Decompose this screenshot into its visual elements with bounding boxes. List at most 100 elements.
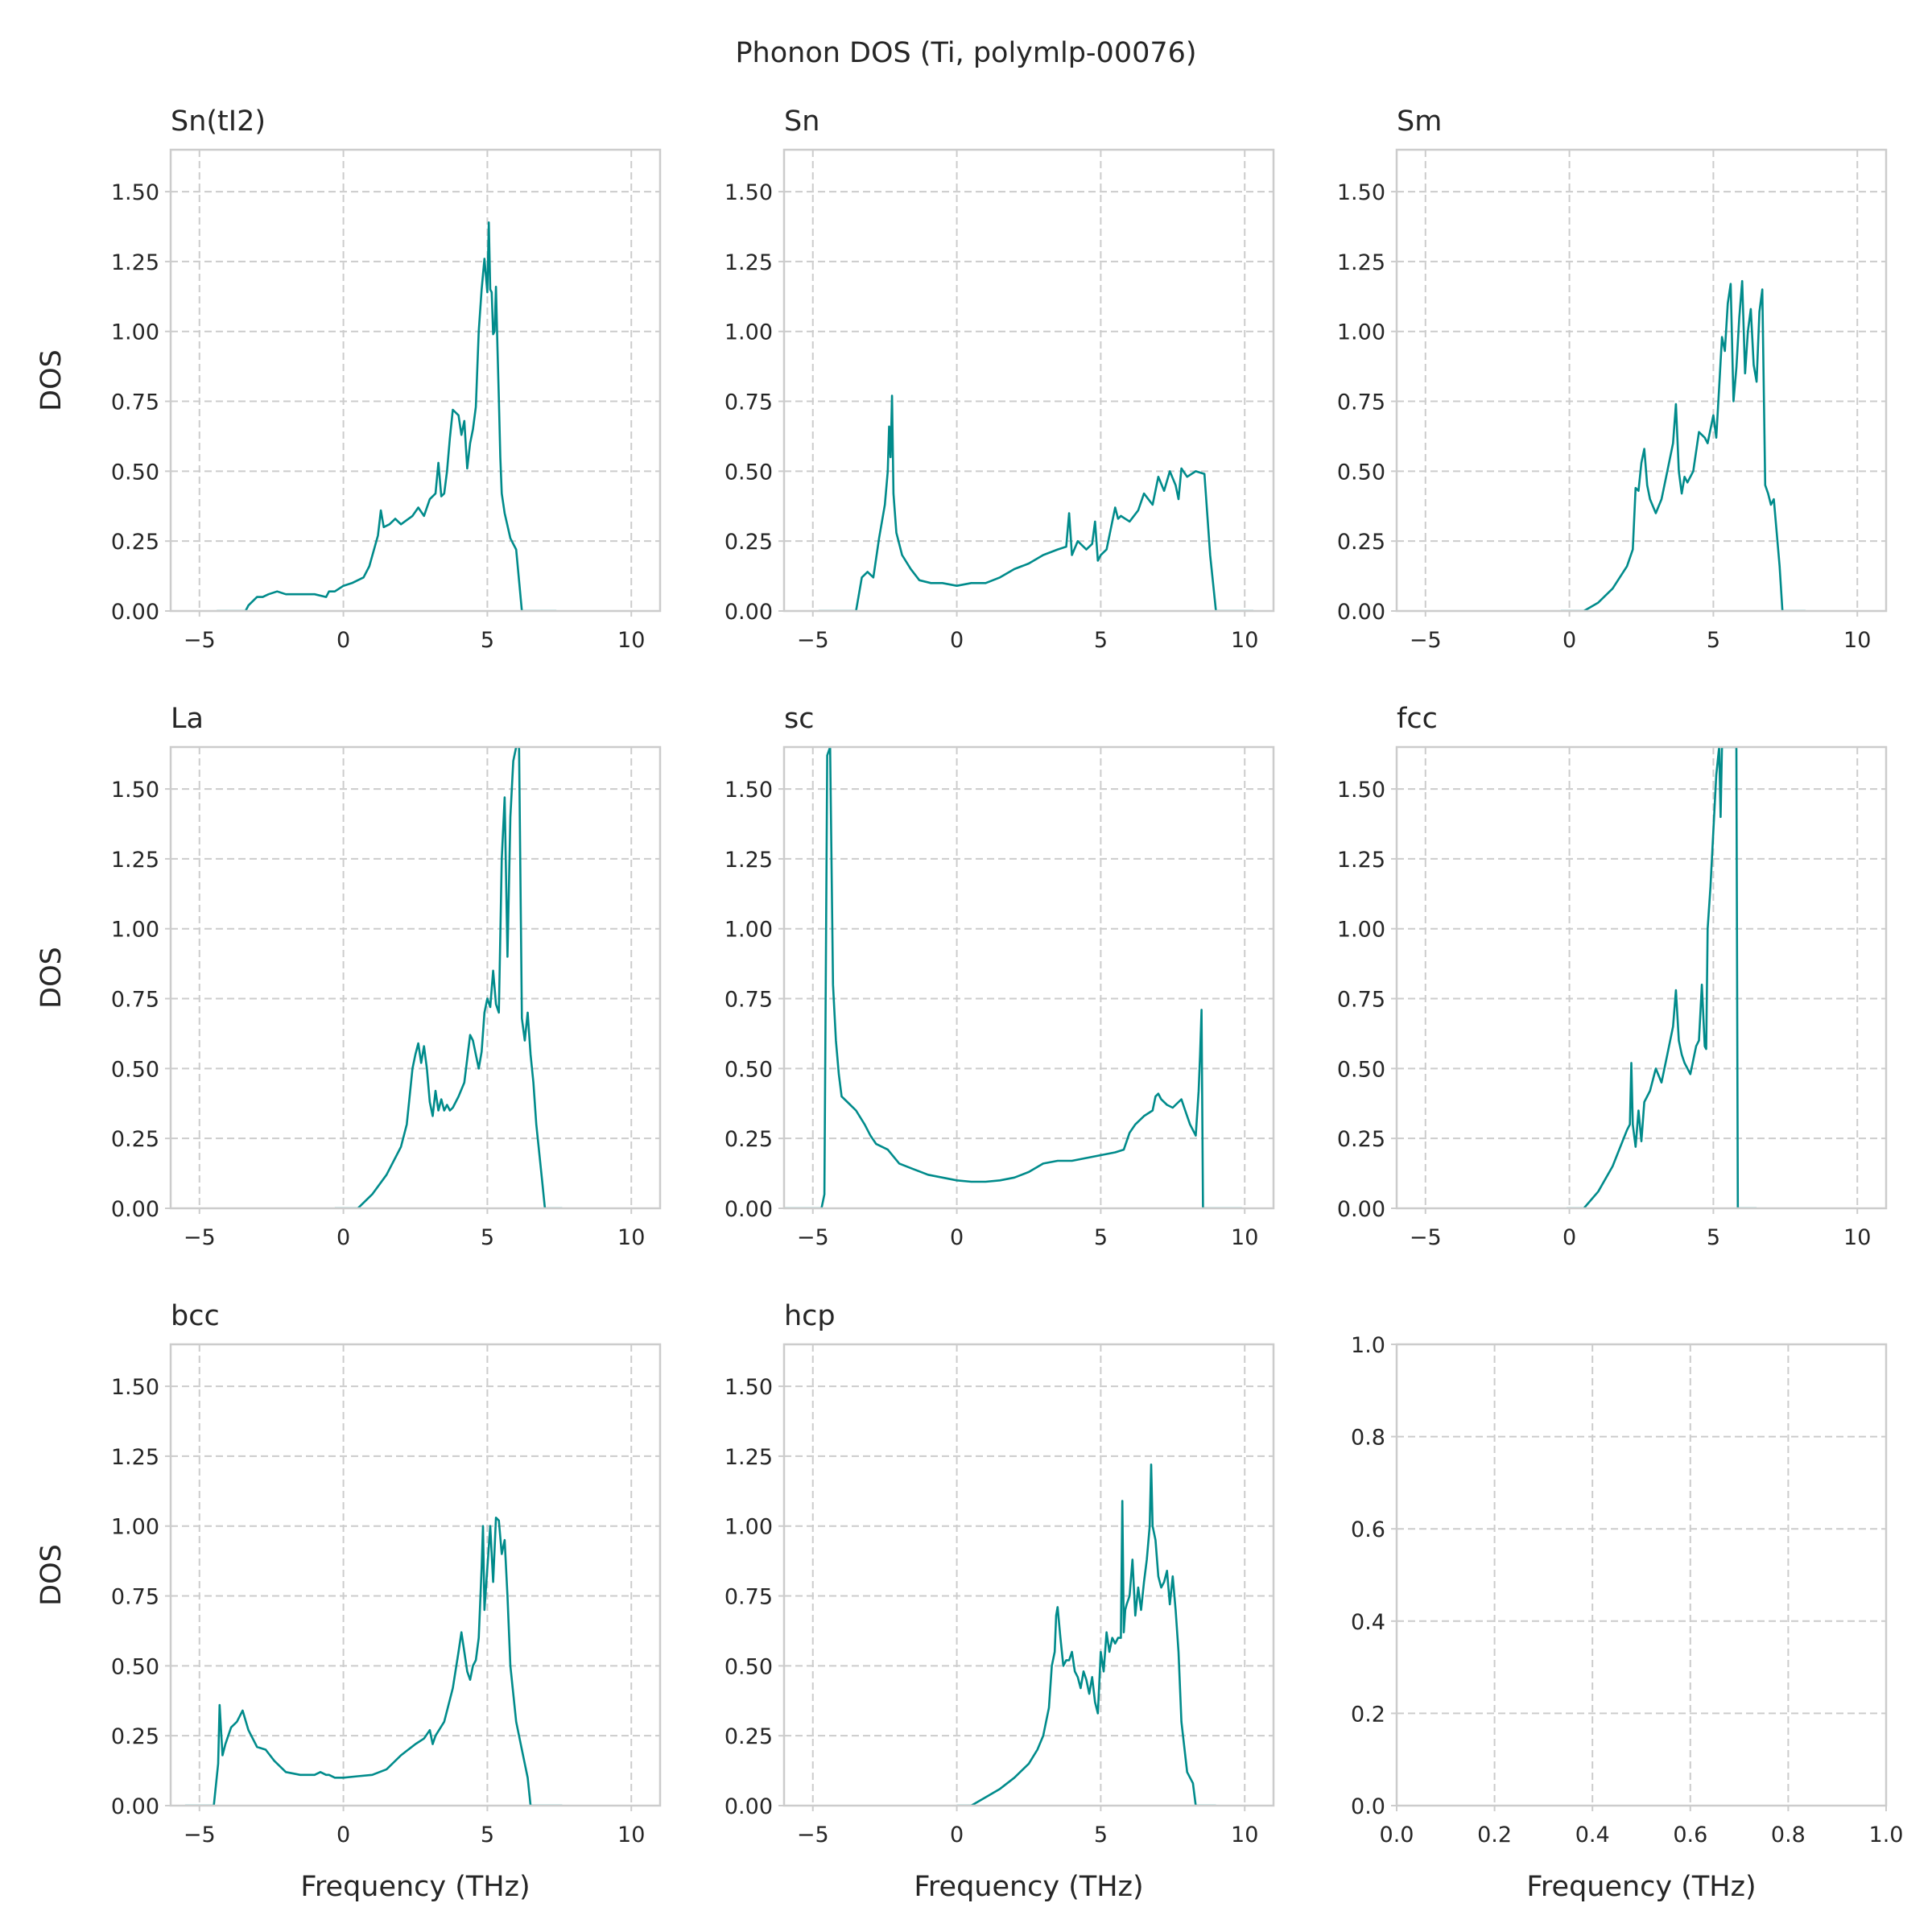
y-tick-label: 0.50 <box>724 1057 773 1082</box>
y-tick-label: 0.00 <box>724 1197 773 1222</box>
x-tick-label: 0 <box>336 1823 350 1847</box>
x-tick-label: 5 <box>1094 628 1108 653</box>
x-tick-label: 0.4 <box>1575 1823 1610 1847</box>
x-tick-label: 0 <box>950 1225 964 1250</box>
figure-title: Phonon DOS (Ti, polymlp-00076) <box>735 37 1196 69</box>
y-tick-label: 0.75 <box>1337 390 1385 415</box>
panel-title: bcc <box>171 1300 220 1332</box>
y-tick-label: 1.00 <box>724 1515 773 1540</box>
x-tick-label: −5 <box>797 1225 829 1250</box>
y-tick-label: 0.25 <box>111 530 159 555</box>
axes-frame <box>1395 1343 1888 1807</box>
x-tick-label: 1.0 <box>1869 1823 1904 1847</box>
y-tick-label: 0.25 <box>724 1724 773 1749</box>
y-tick-label: 0.4 <box>1351 1610 1385 1635</box>
panel-title: fcc <box>1397 703 1438 735</box>
x-axis-label: Frequency (THz) <box>300 1871 530 1903</box>
y-tick-label: 0.25 <box>111 1127 159 1152</box>
y-tick-label: 1.25 <box>1337 250 1385 275</box>
y-tick-label: 1.00 <box>111 918 159 943</box>
y-tick-label: 0.0 <box>1351 1794 1385 1819</box>
x-tick-label: 10 <box>617 1225 645 1250</box>
y-tick-label: 0.25 <box>111 1724 159 1749</box>
x-tick-label: 5 <box>1094 1225 1108 1250</box>
y-axis-label: DOS <box>35 947 68 1009</box>
y-tick-label: 1.50 <box>724 180 773 205</box>
y-tick-label: 0.50 <box>111 1654 159 1679</box>
y-tick-label: 1.25 <box>111 1445 159 1470</box>
dos-curve <box>818 394 1253 611</box>
axes-frame <box>169 148 662 613</box>
dos-curve <box>784 747 1242 1208</box>
y-tick-label: 0.50 <box>111 1057 159 1082</box>
y-tick-label: 0.75 <box>111 1585 159 1610</box>
x-tick-label: 10 <box>1843 628 1871 653</box>
y-tick-label: 0.75 <box>724 988 773 1013</box>
y-tick-label: 0.2 <box>1351 1702 1385 1727</box>
dos-panel: −5 0 5 10 0.00 0.25 0.50 0.75 1.00 1.25 1.50 hcp Fre… <box>724 1300 1275 1903</box>
y-tick-label: 1.25 <box>111 250 159 275</box>
y-tick-label: 0.00 <box>111 1197 159 1222</box>
y-tick-label: 0.25 <box>1337 530 1385 555</box>
dos-curve <box>1567 747 1757 1208</box>
y-tick-label: 0.00 <box>111 1794 159 1819</box>
axes-frame <box>782 745 1275 1210</box>
y-tick-label: 0.75 <box>111 988 159 1013</box>
x-tick-label: 10 <box>1231 1225 1258 1250</box>
axes-frame <box>782 1343 1275 1807</box>
axes-frame <box>169 1343 662 1807</box>
y-tick-label: 0.50 <box>724 1654 773 1679</box>
dos-panel: −5 0 5 10 0.00 0.25 0.50 0.75 1.00 1.25 1.50 Sn <box>724 105 1275 653</box>
x-tick-label: 0 <box>336 628 350 653</box>
y-tick-label: 1.50 <box>1337 778 1385 803</box>
x-tick-label: −5 <box>184 628 216 653</box>
x-tick-label: 0.0 <box>1380 1823 1414 1847</box>
y-tick-label: 0.75 <box>111 390 159 415</box>
y-tick-label: 0.00 <box>111 600 159 625</box>
dos-panel: 0.0 0.2 0.4 0.6 0.8 1.0 0.0 0.2 0.4 0.6 0.8 1.0 Freq… <box>1351 1333 1903 1903</box>
x-tick-label: 5 <box>1707 1225 1720 1250</box>
dos-panel: −5 0 5 10 0.00 0.25 0.50 0.75 1.00 1.25 1.50 fcc <box>1337 703 1888 1250</box>
x-tick-label: −5 <box>1410 628 1442 653</box>
x-tick-label: −5 <box>184 1823 216 1847</box>
x-axis-label: Frequency (THz) <box>1526 1871 1756 1903</box>
panel-title: Sn(tI2) <box>171 105 266 138</box>
y-tick-label: 0.25 <box>724 1127 773 1152</box>
x-tick-label: 0 <box>950 1823 964 1847</box>
x-tick-label: 0 <box>1563 1225 1576 1250</box>
y-tick-label: 1.00 <box>1337 320 1385 345</box>
axes-frame <box>1395 745 1888 1210</box>
x-tick-label: 10 <box>617 1823 645 1847</box>
y-tick-label: 0.50 <box>111 460 159 485</box>
y-tick-label: 1.00 <box>724 918 773 943</box>
y-tick-label: 0.75 <box>724 1585 773 1610</box>
y-tick-label: 0.8 <box>1351 1426 1385 1451</box>
y-tick-label: 1.25 <box>724 848 773 873</box>
y-tick-label: 0.00 <box>1337 1197 1385 1222</box>
y-tick-label: 0.00 <box>724 1794 773 1819</box>
x-tick-label: 0 <box>1563 628 1576 653</box>
x-tick-label: 10 <box>1231 628 1258 653</box>
x-tick-label: 0.2 <box>1477 1823 1512 1847</box>
x-tick-label: 5 <box>1094 1823 1108 1847</box>
x-tick-label: 0 <box>336 1225 350 1250</box>
y-tick-label: 0.00 <box>724 600 773 625</box>
x-tick-label: 5 <box>481 1225 494 1250</box>
x-tick-label: 0.8 <box>1771 1823 1806 1847</box>
x-tick-label: 0.6 <box>1673 1823 1707 1847</box>
panel-title: Sn <box>784 105 819 138</box>
x-tick-label: 5 <box>481 628 494 653</box>
y-tick-label: 0.50 <box>1337 460 1385 485</box>
y-tick-label: 1.25 <box>111 848 159 873</box>
x-tick-label: 10 <box>1843 1225 1871 1250</box>
panel-title: Sm <box>1397 105 1442 138</box>
y-tick-label: 1.0 <box>1351 1333 1385 1358</box>
y-tick-label: 1.50 <box>724 778 773 803</box>
y-axis-label: DOS <box>35 349 68 411</box>
x-tick-label: −5 <box>797 628 829 653</box>
y-tick-label: 0.75 <box>1337 988 1385 1013</box>
y-tick-label: 1.50 <box>1337 180 1385 205</box>
x-tick-label: −5 <box>1410 1225 1442 1250</box>
x-tick-label: 10 <box>1231 1823 1258 1847</box>
